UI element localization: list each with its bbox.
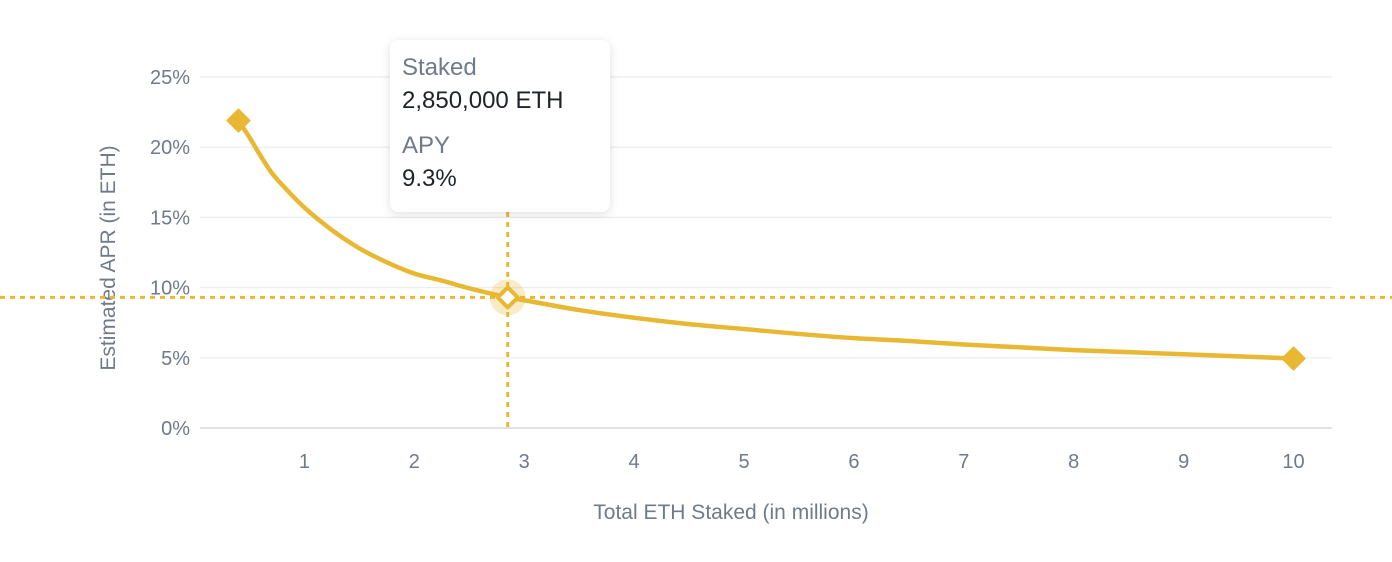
y-tick-label: 20% <box>150 137 190 159</box>
y-tick-label: 0% <box>161 418 190 440</box>
x-tick-label: 3 <box>519 451 530 473</box>
x-tick-label: 2 <box>409 451 420 473</box>
tooltip-apy-label: APY <box>402 132 451 159</box>
x-tick-label: 9 <box>1178 451 1189 473</box>
x-tick-label: 5 <box>738 451 749 473</box>
tooltip-staked-label: Staked <box>402 54 477 81</box>
grid-lines <box>200 76 1332 429</box>
hover-tooltip: Staked 2,850,000 ETH APY 9.3% <box>390 40 610 212</box>
series-end-marker[interactable] <box>226 108 251 133</box>
x-axis-title: Total ETH Staked (in millions) <box>593 501 868 524</box>
y-tick-label: 15% <box>150 207 190 229</box>
x-tick-label: 8 <box>1068 451 1079 473</box>
highlight-point[interactable] <box>495 285 520 310</box>
y-tick-label: 10% <box>150 278 190 300</box>
apr-series[interactable] <box>236 118 1296 361</box>
series-markers <box>226 108 1306 371</box>
y-tick-label: 5% <box>161 348 190 370</box>
x-tick-label: 4 <box>629 451 640 473</box>
y-axis-ticks: 0% 5% 10% 15% 20% 25% <box>150 67 190 440</box>
apr-line[interactable] <box>236 118 1296 361</box>
x-tick-label: 10 <box>1282 451 1304 473</box>
tooltip-apy-value: 9.3% <box>402 165 457 192</box>
crosshair <box>0 212 1392 428</box>
y-axis-title: Estimated APR (in ETH) <box>97 145 120 370</box>
x-tick-label: 6 <box>848 451 859 473</box>
tooltip-staked-value: 2,850,000 ETH <box>402 87 564 114</box>
y-tick-label: 25% <box>150 67 190 89</box>
series-end-marker[interactable] <box>1281 346 1306 371</box>
x-tick-label: 1 <box>299 451 310 473</box>
x-axis-ticks: 1 2 3 4 5 6 7 8 9 10 <box>299 451 1305 473</box>
x-tick-label: 7 <box>958 451 969 473</box>
